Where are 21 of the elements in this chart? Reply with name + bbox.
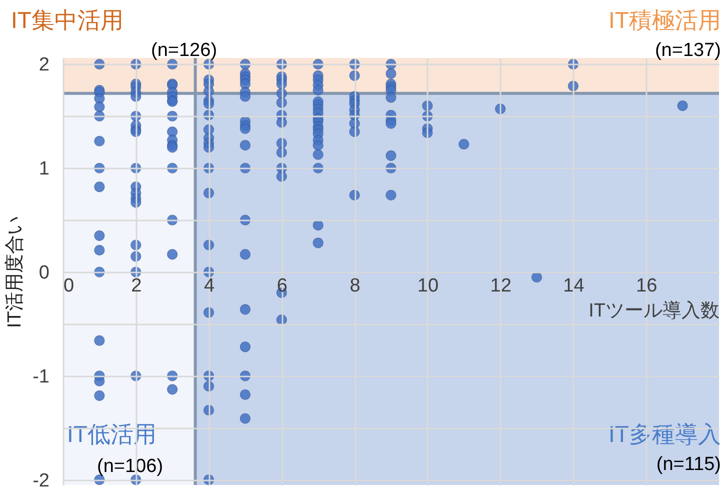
text: IT集中活用	[11, 7, 124, 33]
x-tick-label: 8	[350, 276, 360, 297]
x-tick-label: 4	[204, 276, 215, 297]
x-tick-label: 12	[490, 276, 512, 297]
annotation: (n=126)	[151, 40, 218, 61]
text: IT積極活用	[608, 7, 721, 33]
y-tick-label: 2	[38, 54, 50, 76]
x-tick-label: 10	[417, 276, 439, 297]
x-axis-title: ITツール導入数	[588, 300, 720, 322]
y-tick-label: -2	[32, 470, 50, 488]
y-tick-label: 1	[38, 158, 50, 180]
y-tick-label: 0	[38, 262, 50, 284]
x-tick-label: 14	[563, 276, 585, 297]
y-axis-title: IT活用度合い	[4, 216, 26, 328]
annotation: (n=106)	[97, 456, 164, 477]
y-tick-label: -1	[32, 366, 50, 388]
x-tick-label: 0	[64, 276, 74, 297]
x-tick-label: 2	[131, 276, 142, 297]
annotation: (n=115)	[656, 454, 721, 475]
annotation: (n=137)	[654, 40, 721, 61]
x-tick-label: 16	[636, 276, 658, 297]
